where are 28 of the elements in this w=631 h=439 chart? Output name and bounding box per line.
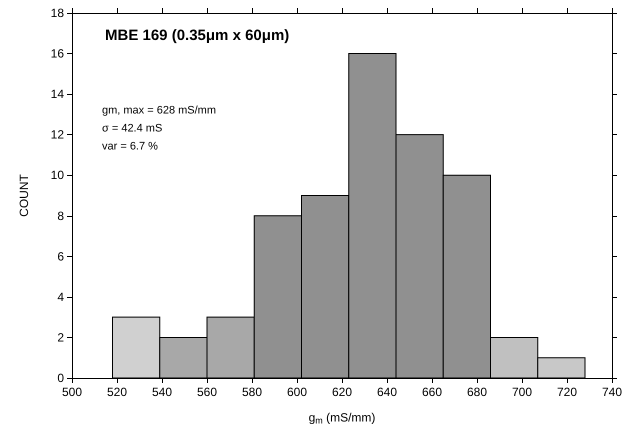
y-tick-label: 10: [50, 168, 64, 182]
x-tick-label: 520: [106, 385, 128, 399]
x-tick-label: 640: [376, 385, 398, 399]
y-tick-label: 2: [57, 330, 64, 344]
x-tick-label: 600: [286, 385, 308, 399]
text: MBE 169 (0.35μm x 60μm): [105, 27, 290, 44]
y-tick-label: 6: [57, 249, 64, 264]
x-tick-label: 680: [466, 385, 488, 399]
x-tick-label: 560: [196, 385, 218, 399]
y-tick-label: 8: [57, 208, 64, 223]
x-tick-label: 720: [556, 385, 578, 399]
y-axis-title: COUNT: [17, 174, 31, 217]
x-tick-label: 580: [242, 385, 262, 399]
y-tick-label: 0: [57, 371, 64, 385]
x-tick-label: 660: [422, 385, 442, 399]
annotation: σ = 42.4 mS: [102, 122, 162, 134]
x-tick-label: 620: [332, 385, 352, 399]
annotation: var = 6.7 %: [102, 140, 158, 152]
x-tick-label: 540: [152, 385, 172, 399]
x-tick-label: 740: [602, 385, 622, 399]
y-tick-label: 18: [50, 6, 64, 20]
x-tick-label: 700: [512, 385, 532, 399]
x-tick-label: 500: [62, 385, 82, 399]
y-tick-label: 12: [50, 128, 64, 142]
y-tick-label: 16: [50, 46, 64, 61]
annotation: gm, max = 628 mS/mm: [102, 104, 216, 116]
y-tick-label: 4: [57, 290, 64, 304]
y-tick-label: 14: [50, 87, 64, 102]
